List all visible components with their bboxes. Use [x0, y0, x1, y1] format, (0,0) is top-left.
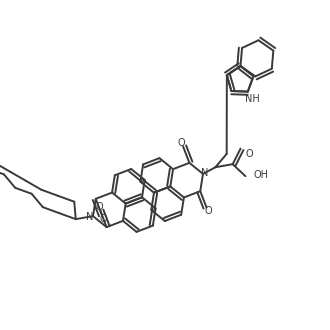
Text: N: N	[201, 168, 209, 178]
Text: O: O	[178, 138, 185, 148]
Text: OH: OH	[253, 170, 268, 180]
Text: NH: NH	[246, 94, 260, 104]
Text: O: O	[204, 206, 212, 216]
Text: O: O	[246, 148, 253, 159]
Text: O: O	[100, 214, 107, 224]
Text: N: N	[86, 212, 94, 222]
Text: O: O	[95, 202, 103, 212]
